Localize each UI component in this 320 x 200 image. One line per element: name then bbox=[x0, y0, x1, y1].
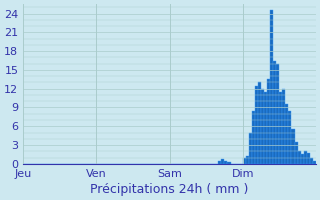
Bar bbox=[267, 79, 270, 164]
Bar bbox=[282, 89, 285, 164]
Bar bbox=[228, 162, 230, 164]
Bar bbox=[298, 151, 300, 164]
Bar bbox=[246, 156, 249, 164]
Bar bbox=[313, 161, 316, 164]
Bar bbox=[264, 92, 267, 164]
Bar bbox=[285, 104, 288, 164]
Bar bbox=[224, 161, 228, 164]
Bar bbox=[307, 153, 310, 164]
Bar bbox=[270, 10, 273, 164]
Bar bbox=[249, 133, 252, 164]
Bar bbox=[221, 159, 224, 164]
Bar bbox=[276, 64, 279, 164]
Bar bbox=[304, 151, 307, 164]
Bar bbox=[258, 82, 261, 164]
Bar bbox=[255, 86, 258, 164]
Bar bbox=[300, 154, 304, 164]
Bar bbox=[218, 161, 221, 164]
Bar bbox=[294, 142, 298, 164]
Bar bbox=[288, 111, 292, 164]
Bar bbox=[279, 92, 282, 164]
Bar bbox=[243, 158, 246, 164]
Bar bbox=[252, 111, 255, 164]
Bar bbox=[261, 89, 264, 164]
Bar bbox=[310, 158, 313, 164]
X-axis label: Précipitations 24h ( mm ): Précipitations 24h ( mm ) bbox=[90, 183, 249, 196]
Bar bbox=[292, 129, 294, 164]
Bar bbox=[273, 61, 276, 164]
